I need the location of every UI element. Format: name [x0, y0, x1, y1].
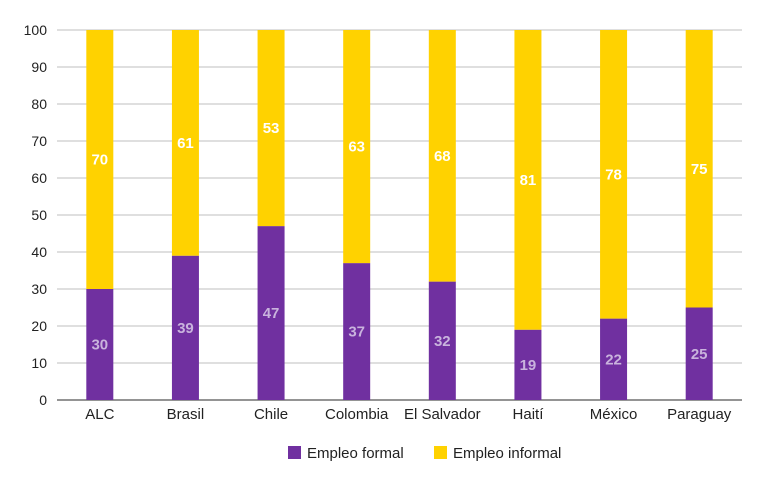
- bar-formal: [600, 318, 628, 400]
- data-label: 19: [520, 357, 537, 374]
- data-label: 78: [605, 166, 622, 183]
- bar-formal: [86, 289, 114, 400]
- data-label: 22: [605, 351, 622, 368]
- data-label: 32: [434, 333, 451, 350]
- data-label: 70: [91, 152, 108, 169]
- y-tick-label: 100: [24, 22, 48, 38]
- data-label: 30: [91, 337, 108, 354]
- x-tick-label: Paraguay: [667, 406, 732, 423]
- bar-informal: [514, 30, 542, 330]
- y-tick-label: 90: [31, 59, 47, 75]
- bar-informal: [171, 30, 199, 256]
- data-label: 81: [520, 172, 537, 189]
- x-tick-label: Brasil: [167, 406, 205, 423]
- y-tick-label: 60: [31, 170, 47, 186]
- data-label: 75: [691, 161, 708, 178]
- bar-formal: [343, 263, 371, 400]
- y-tick-label: 20: [31, 318, 47, 334]
- legend-label: Empleo informal: [453, 445, 561, 462]
- x-tick-label: ALC: [85, 406, 114, 423]
- x-tick-label: Chile: [254, 406, 288, 423]
- y-tick-label: 80: [31, 96, 47, 112]
- legend-label: Empleo formal: [307, 445, 404, 462]
- bar-informal: [428, 30, 456, 282]
- x-tick-label: El Salvador: [404, 406, 481, 423]
- bar-formal: [257, 226, 285, 400]
- bar-formal: [685, 307, 713, 400]
- y-tick-label: 30: [31, 281, 47, 297]
- bar-formal: [428, 281, 456, 400]
- x-tick-label: Colombia: [325, 406, 389, 423]
- data-label: 37: [348, 324, 365, 341]
- y-tick-label: 50: [31, 207, 47, 223]
- y-tick-label: 40: [31, 244, 47, 260]
- x-axis-ticks: ALC Brasil Chile Colombia El Salvador Haití Mé…: [85, 406, 732, 423]
- bar-informal: [343, 30, 371, 264]
- legend-swatch: [288, 446, 301, 459]
- value-labels: 30 70 39 61 47 53 37 63 32 68 19 81 22 78 25 75: [91, 120, 707, 374]
- bar-formal: [514, 329, 542, 400]
- data-label: 47: [263, 305, 280, 322]
- bar-formal: [171, 255, 199, 400]
- bar-informal: [600, 30, 628, 319]
- y-axis-ticks: 0 10 20 30 40 50 60 70 80 90 100: [24, 22, 48, 408]
- y-tick-label: 70: [31, 133, 47, 149]
- x-tick-label: México: [590, 406, 638, 423]
- y-tick-label: 10: [31, 355, 47, 371]
- legend-swatch: [434, 446, 447, 459]
- legend: Empleo formal Empleo informal: [288, 445, 561, 462]
- bars: [86, 30, 713, 400]
- data-label: 53: [263, 120, 280, 137]
- bar-informal: [685, 30, 713, 308]
- bar-informal: [86, 30, 114, 289]
- bar-informal: [257, 30, 285, 227]
- data-label: 39: [177, 320, 194, 337]
- data-label: 63: [348, 139, 365, 156]
- data-label: 61: [177, 135, 194, 152]
- data-label: 68: [434, 148, 451, 165]
- grid: [57, 29, 742, 401]
- x-tick-label: Haití: [513, 406, 545, 423]
- data-label: 25: [691, 346, 708, 363]
- y-tick-label: 0: [39, 392, 47, 408]
